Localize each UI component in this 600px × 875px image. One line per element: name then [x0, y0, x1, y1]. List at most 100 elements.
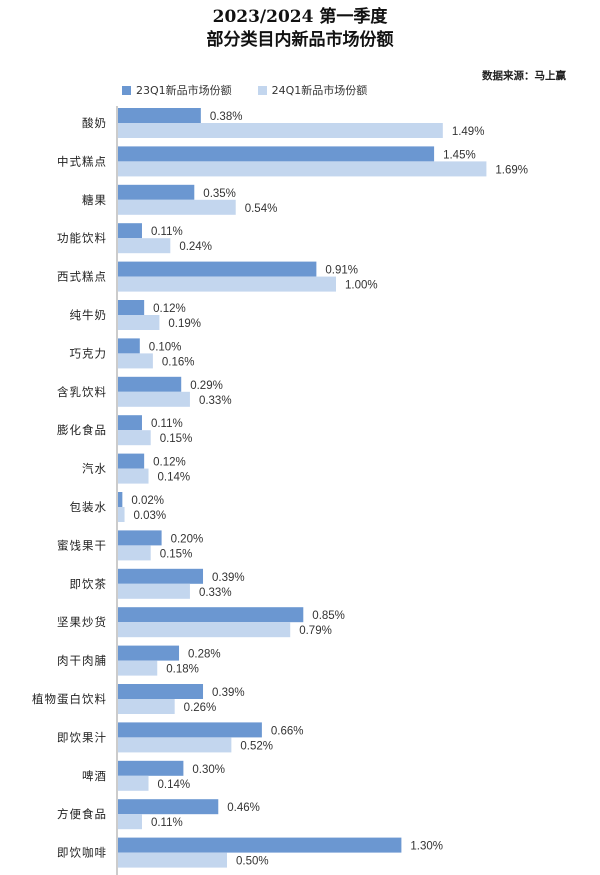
data-label: 0.91%: [325, 265, 358, 277]
data-label: 0.19%: [168, 318, 201, 330]
category-label: 植物蛋白饮料: [32, 692, 107, 706]
data-label: 0.26%: [184, 702, 217, 714]
bar-24q1: [118, 507, 125, 522]
legend-item-2024: 24Q1新品市场份额: [257, 82, 368, 98]
data-label: 0.11%: [151, 226, 183, 238]
bar-23q1: [118, 684, 204, 699]
data-label: 0.10%: [149, 341, 182, 353]
bar-24q1: [118, 852, 227, 868]
category-label: 啤酒: [82, 769, 107, 783]
data-label: 0.15%: [160, 548, 193, 560]
category-label: 巧克力: [70, 346, 108, 360]
data-label: 0.15%: [160, 433, 193, 445]
bar-24q1: [118, 699, 175, 714]
data-label: 0.85%: [312, 610, 345, 622]
bar-23q1: [118, 492, 123, 507]
bar-23q1: [118, 453, 145, 469]
category-label: 坚果炒货: [57, 615, 107, 629]
chart-title-block: 2023/2024 第一季度 部分类目内新品市场份额: [0, 6, 600, 52]
category-label: 膨化食品: [57, 423, 107, 437]
data-label: 1.30%: [410, 841, 443, 853]
bar-24q1: [118, 161, 487, 177]
data-label: 0.20%: [171, 533, 204, 545]
bar-23q1: [118, 146, 435, 162]
data-label: 0.12%: [153, 303, 186, 315]
data-label: 0.39%: [212, 687, 245, 699]
data-label: 0.33%: [199, 587, 232, 599]
bar-24q1: [118, 468, 149, 484]
data-source: 数据来源：马上赢: [482, 70, 566, 82]
category-label: 西式糕点: [57, 270, 107, 284]
bar-24q1: [118, 315, 160, 330]
bar-24q1: [118, 238, 171, 254]
bar-24q1: [118, 583, 190, 599]
category-label: 即饮咖啡: [57, 846, 107, 860]
chart-title: 2023/2024 第一季度: [212, 7, 388, 27]
bar-23q1: [118, 530, 162, 546]
bar-24q1: [118, 391, 190, 407]
data-label: 1.00%: [345, 280, 378, 292]
category-label: 蜜饯果干: [57, 538, 107, 552]
data-label: 0.35%: [203, 188, 236, 200]
bar-24q1: [118, 123, 443, 138]
data-label: 0.11%: [151, 817, 183, 829]
data-label: 0.11%: [151, 418, 183, 430]
bar-24q1: [118, 353, 153, 369]
category-label: 即饮果汁: [57, 730, 107, 744]
category-label: 即饮茶: [70, 577, 108, 591]
bar-24q1: [118, 622, 291, 638]
data-label: 0.46%: [227, 802, 260, 814]
bar-23q1: [118, 645, 180, 661]
bar-24q1: [118, 737, 232, 753]
legend-swatch-2023: [122, 85, 131, 95]
bar-23q1: [118, 415, 142, 431]
bar-23q1: [118, 799, 219, 815]
data-label: 0.18%: [166, 664, 199, 676]
bar-23q1: [118, 722, 262, 738]
legend-item-2023: 23Q1新品市场份额: [122, 82, 232, 98]
chart-subtitle: 部分类目内新品市场份额: [206, 30, 394, 50]
category-label: 含乳饮料: [57, 385, 107, 399]
bar-23q1: [118, 108, 201, 123]
bar-24q1: [118, 545, 151, 561]
data-label: 1.45%: [443, 149, 476, 161]
bar-24q1: [118, 276, 336, 292]
data-label: 0.02%: [131, 495, 164, 507]
bar-23q1: [118, 300, 145, 315]
data-label: 0.29%: [190, 380, 223, 392]
bar-24q1: [118, 814, 142, 830]
category-label: 酸奶: [82, 116, 107, 130]
data-label: 1.69%: [495, 164, 528, 176]
data-label: 0.33%: [199, 395, 232, 407]
bar-24q1: [118, 430, 151, 446]
data-label: 1.49%: [452, 126, 485, 138]
bar-23q1: [118, 184, 195, 200]
bar-24q1: [118, 199, 236, 215]
data-label: 0.24%: [179, 241, 212, 253]
data-label: 0.54%: [245, 203, 278, 215]
data-label: 0.52%: [240, 740, 273, 752]
bar-23q1: [118, 261, 317, 277]
data-label: 0.39%: [212, 572, 245, 584]
data-label: 0.79%: [299, 625, 332, 637]
category-label: 纯牛奶: [70, 308, 108, 322]
bar-23q1: [118, 338, 140, 354]
bar-23q1: [118, 760, 184, 776]
bar-23q1: [118, 376, 182, 392]
bar-23q1: [118, 223, 142, 239]
bar-23q1: [118, 837, 402, 853]
category-label: 汽水: [82, 462, 107, 476]
legend-swatch-2024: [257, 85, 267, 95]
data-label: 0.30%: [192, 764, 225, 776]
category-label: 方便食品: [57, 807, 107, 821]
category-label: 中式糕点: [57, 154, 107, 168]
legend-label-2024: 24Q1新品市场份额: [271, 84, 368, 97]
data-label: 0.14%: [158, 472, 191, 484]
bar-23q1: [118, 568, 204, 584]
data-label: 0.38%: [210, 111, 243, 123]
data-label: 0.66%: [271, 725, 304, 737]
data-label: 0.16%: [162, 356, 195, 368]
data-label: 0.12%: [153, 457, 186, 469]
legend-label-2023: 23Q1新品市场份额: [136, 84, 232, 97]
